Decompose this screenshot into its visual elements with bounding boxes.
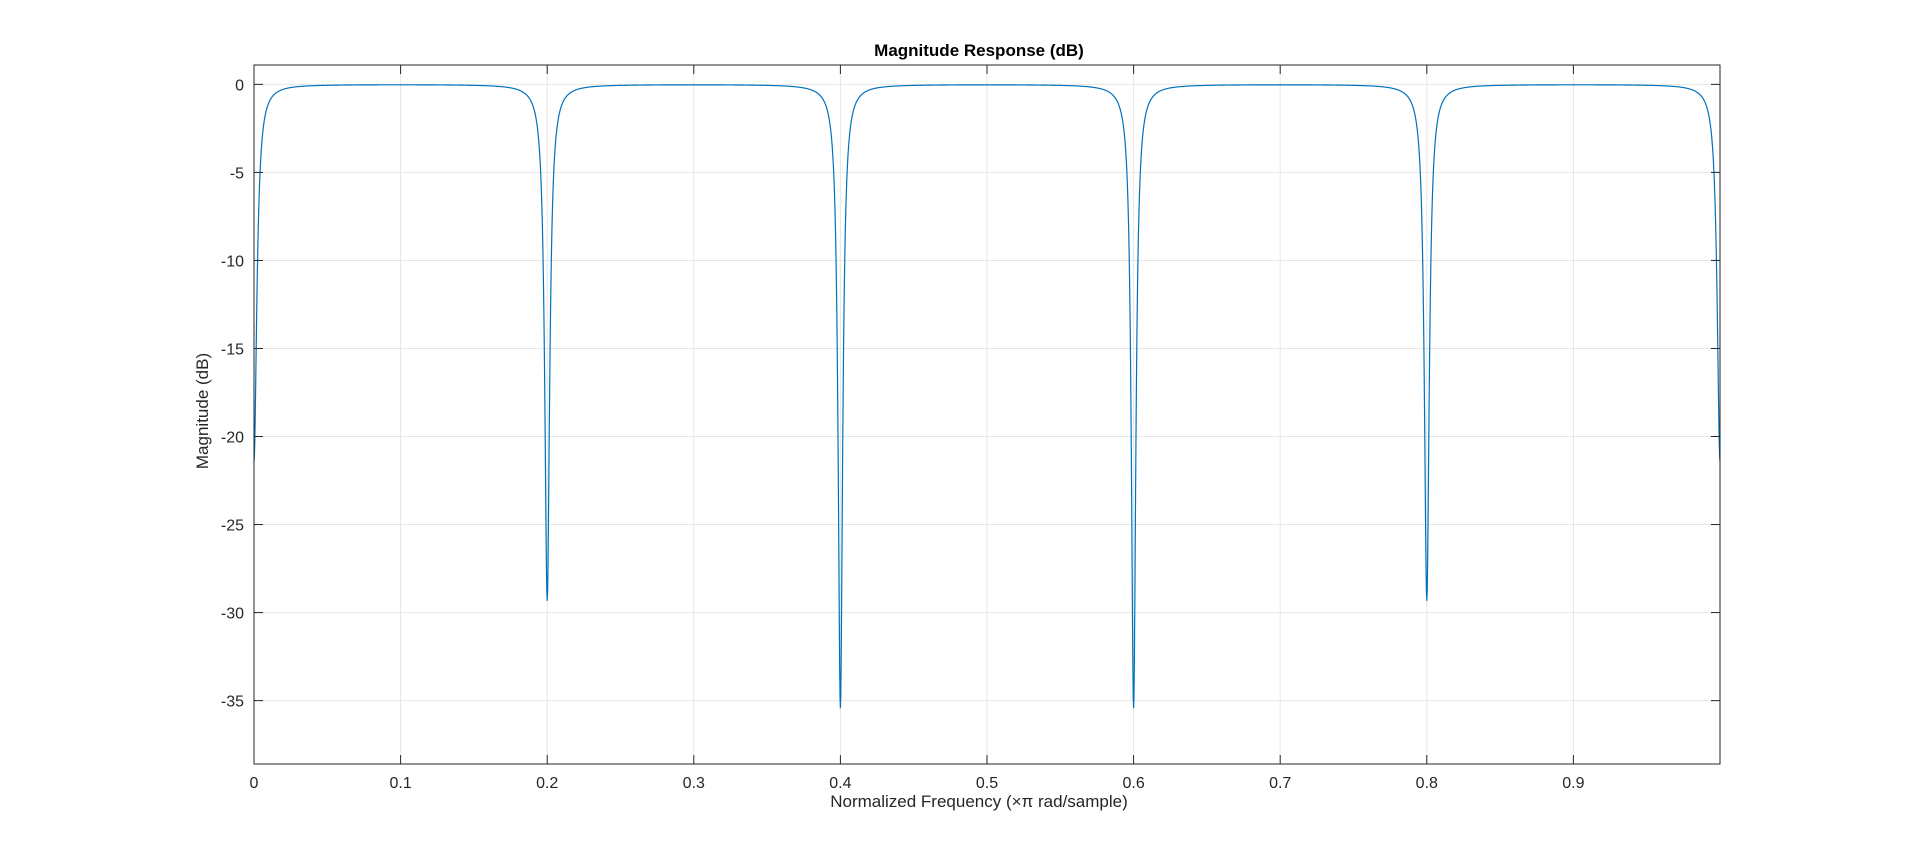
- x-tick-label: 0.7: [1269, 775, 1291, 792]
- x-tick-label: 0.2: [536, 775, 558, 792]
- tick-layer: 0 0.1 0.2 0.3 0.4 0.5 0.6 0.7 0.8 0.9 0 -5 -10 -15 -20…: [221, 65, 1720, 792]
- chart-title: Magnitude Response (dB): [874, 41, 1084, 60]
- y-tick-label: -15: [221, 341, 244, 358]
- y-tick-label: -25: [221, 518, 244, 535]
- y-tick-label: -20: [221, 430, 244, 447]
- notch-point: [1133, 707, 1135, 709]
- y-tick-label: -30: [221, 606, 244, 623]
- x-tick-label: 0.3: [683, 775, 705, 792]
- x-tick-label: 0.9: [1562, 775, 1584, 792]
- x-tick-label: 0: [250, 775, 259, 792]
- y-tick-label: 0: [235, 77, 244, 94]
- x-axis-label: Normalized Frequency (×π rad/sample): [830, 792, 1128, 811]
- notch-point: [546, 599, 548, 601]
- x-tick-label: 0.6: [1122, 775, 1144, 792]
- x-tick-label: 0.1: [389, 775, 411, 792]
- y-tick-label: -5: [230, 165, 244, 182]
- notch-point: [1426, 599, 1428, 601]
- y-tick-label: -10: [221, 253, 244, 270]
- x-tick-label: 0.8: [1416, 775, 1438, 792]
- notch-point: [839, 707, 842, 709]
- y-tick-label: -35: [221, 694, 244, 711]
- grid-layer: [253, 65, 1720, 764]
- x-tick-label: 0.5: [976, 775, 998, 792]
- y-axis-label: Magnitude (dB): [193, 353, 212, 469]
- x-tick-label: 0.4: [829, 775, 851, 792]
- magnitude-response-line: [253, 84, 1721, 709]
